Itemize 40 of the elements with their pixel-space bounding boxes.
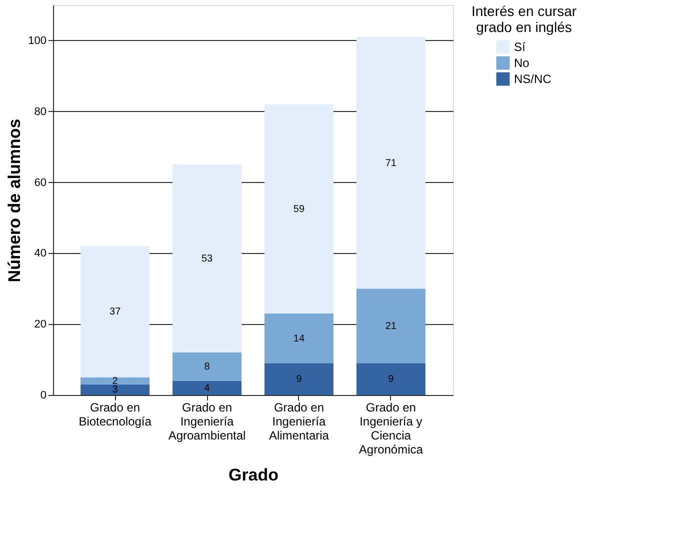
data-label: 71: [385, 158, 397, 169]
bar: [356, 363, 426, 395]
data-label: 8: [204, 362, 210, 373]
data-label: 14: [293, 333, 305, 344]
legend-title: Interés en cursar grado en inglés: [471, 3, 577, 35]
data-label: 59: [293, 204, 305, 215]
x-tick-label: Grado en Ingeniería Agroambiental: [168, 400, 246, 442]
data-label: 2: [112, 376, 118, 387]
legend-label: NS/NC: [514, 72, 552, 86]
x-tick-label: Grado en Biotecnología: [78, 400, 152, 428]
bar: [172, 352, 242, 381]
x-axis-title: Grado: [228, 466, 279, 484]
data-label: 37: [110, 306, 122, 318]
y-tick-label: 40: [34, 248, 46, 260]
bar: [80, 246, 150, 378]
bar: [172, 164, 242, 352]
legend-label: No: [514, 56, 530, 70]
data-label: 9: [296, 374, 302, 386]
y-tick-label: 20: [34, 318, 46, 331]
x-tick-label: Grado en Ingeniería y Ciencia Agronómica: [358, 400, 424, 456]
x-tick-label: Grado en Ingeniería Alimentaria: [268, 400, 330, 442]
y-tick-label: 100: [28, 34, 46, 47]
data-label: 21: [385, 320, 397, 332]
bar: [80, 384, 150, 395]
y-tick-label: 60: [34, 176, 46, 189]
data-label: 9: [388, 374, 394, 386]
legend-label: Sí: [514, 40, 526, 54]
y-tick-label: 0: [40, 390, 46, 402]
bar: [80, 377, 150, 384]
data-label: 53: [201, 254, 214, 264]
bar: [264, 313, 334, 364]
bar: [264, 104, 334, 314]
bar: [172, 380, 242, 395]
bar: [356, 36, 426, 289]
y-tick-label: 80: [34, 106, 46, 118]
data-label: 3: [112, 384, 118, 396]
y-axis-title: Número de alumnos: [5, 118, 24, 282]
data-label: 4: [204, 382, 210, 394]
bar: [356, 288, 426, 364]
bar: [264, 363, 334, 395]
